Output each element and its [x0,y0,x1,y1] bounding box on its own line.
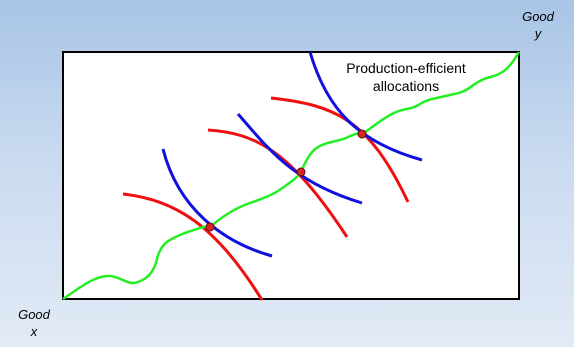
good-x-label-line-1: Good [18,307,50,322]
edgeworth-box [62,51,520,300]
good-x-axis-label: Good x [12,306,56,340]
good-y-label-line-2: y [534,26,542,41]
tangency-point-2 [296,167,306,177]
tangency-point-1 [205,222,215,232]
production-efficient-allocations-label: Production-efficient allocations [318,59,494,95]
good-y-label-line-1: Good [522,9,554,24]
blue-isoquant-1 [161,148,273,258]
isoquant-set-3 [270,51,423,203]
isoquant-set-1 [122,148,273,301]
curve-label-line-1: Production-efficient [346,60,466,76]
curve-label-line-2: allocations [372,78,440,94]
blue-isoquant-2 [236,113,363,205]
blue-isoquant-3 [308,51,423,162]
good-x-label-line-2: x [30,324,38,339]
isoquant-set-2 [207,113,363,238]
red-isoquant-1 [122,192,264,301]
tangency-point-3 [357,129,367,139]
good-y-axis-label: Good y [510,8,566,42]
